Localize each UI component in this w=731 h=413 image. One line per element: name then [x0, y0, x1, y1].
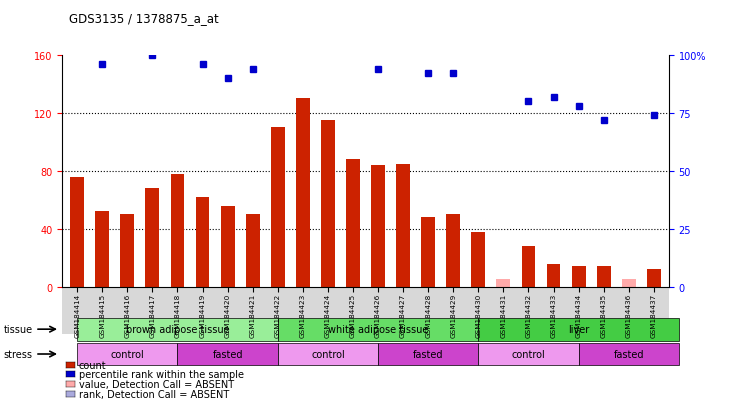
Bar [278, 318, 478, 341]
Bar [121, 215, 135, 287]
Bar [478, 343, 579, 366]
Bar [471, 232, 485, 287]
Bar [396, 164, 410, 287]
Text: fasted: fasted [613, 349, 644, 359]
Bar [246, 215, 260, 287]
Text: value, Detection Call = ABSENT: value, Detection Call = ABSENT [79, 379, 234, 389]
Text: tissue: tissue [4, 324, 33, 335]
Bar [278, 343, 378, 366]
Bar [647, 270, 661, 287]
Text: stress: stress [4, 349, 33, 359]
Bar [579, 343, 679, 366]
Bar [346, 160, 360, 287]
Bar [271, 128, 284, 287]
Bar [547, 264, 561, 287]
Bar [496, 280, 510, 287]
Bar [371, 166, 385, 287]
Text: control: control [311, 349, 345, 359]
Bar [178, 343, 278, 366]
Bar [522, 247, 535, 287]
Text: liver: liver [568, 324, 589, 335]
Bar [95, 212, 109, 287]
Bar [321, 121, 335, 287]
Text: control: control [110, 349, 144, 359]
Bar [221, 206, 235, 287]
Bar [196, 197, 209, 287]
Bar [447, 215, 460, 287]
Bar [170, 174, 184, 287]
Bar [77, 318, 278, 341]
Bar [421, 218, 435, 287]
Text: count: count [79, 360, 107, 370]
Text: brown adipose tissue: brown adipose tissue [126, 324, 230, 335]
Bar [572, 267, 586, 287]
Bar [296, 99, 310, 287]
Text: GDS3135 / 1378875_a_at: GDS3135 / 1378875_a_at [69, 12, 219, 25]
Bar [622, 280, 636, 287]
Bar [596, 267, 610, 287]
Text: fasted: fasted [413, 349, 444, 359]
Bar [77, 343, 178, 366]
Text: percentile rank within the sample: percentile rank within the sample [79, 369, 244, 379]
Bar [70, 177, 84, 287]
Text: fasted: fasted [213, 349, 243, 359]
Bar [378, 343, 478, 366]
Text: white adipose tissue: white adipose tissue [327, 324, 428, 335]
Text: control: control [512, 349, 545, 359]
Bar [478, 318, 679, 341]
Text: rank, Detection Call = ABSENT: rank, Detection Call = ABSENT [79, 389, 230, 399]
Bar [145, 189, 159, 287]
